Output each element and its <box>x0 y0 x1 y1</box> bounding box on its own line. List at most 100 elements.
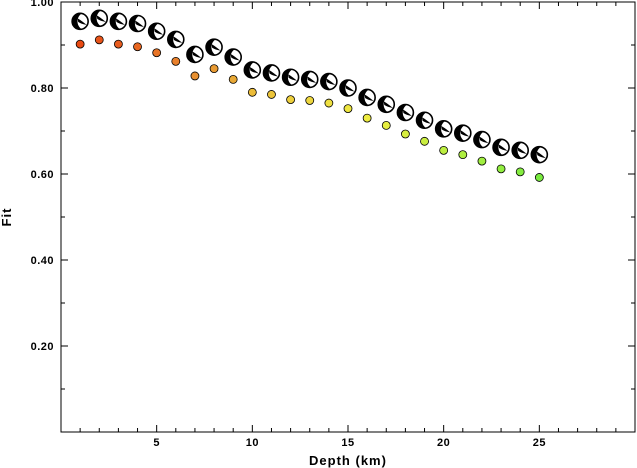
beachball-marker <box>530 145 549 164</box>
beachball-outline <box>300 70 319 89</box>
beachball-compression-lobe <box>474 131 484 148</box>
beachball-marker <box>90 9 109 28</box>
y-tick-label: 0.40 <box>31 255 54 267</box>
beachball-compression-lobe <box>263 65 273 81</box>
beachball-compression-lobe <box>340 80 350 96</box>
fit-dot <box>534 173 544 182</box>
beachball-outline <box>511 141 530 160</box>
beachball-compression-sliver <box>135 20 145 27</box>
beachball-outline <box>396 103 415 122</box>
y-axis-title: Fit <box>0 208 14 227</box>
fit-dot <box>477 156 487 166</box>
beachball-compression-lobe <box>320 73 331 90</box>
beachball-compression-sliver <box>268 69 278 77</box>
beachball-outline <box>358 88 376 107</box>
fit-dot <box>496 164 506 174</box>
beachball-marker <box>71 12 89 31</box>
beachball-compression-sliver <box>498 144 508 151</box>
beachball-compression-lobe <box>72 13 82 30</box>
mechanism-beachballs <box>71 9 549 164</box>
beachball-marker <box>492 138 510 157</box>
fit-dot <box>171 56 181 66</box>
beachball-marker <box>358 88 376 107</box>
beachball-marker <box>128 14 147 33</box>
fit-dot <box>133 42 142 52</box>
beachball-compression-lobe <box>148 23 159 40</box>
beachball-outline <box>453 124 472 142</box>
beachball-outline <box>377 95 396 114</box>
fit-dot <box>152 48 162 58</box>
beachball-marker <box>243 61 262 79</box>
fit-dot <box>515 167 525 177</box>
x-tick-label: 15 <box>341 437 354 449</box>
x-axis-ticks: 5 10 15 20 25 <box>79 2 617 449</box>
beachball-compression-lobe <box>512 142 522 159</box>
beachball-compression-sliver <box>345 85 355 92</box>
beachball-compression-lobe <box>187 46 197 63</box>
beachball-outline <box>339 79 357 97</box>
beachball-marker <box>377 95 396 114</box>
beachball-outline <box>243 61 262 79</box>
beachball-compression-lobe <box>282 69 293 86</box>
fit-dots <box>75 35 544 182</box>
beachball-compression-lobe <box>129 15 140 32</box>
beachball-compression-lobe <box>225 49 235 65</box>
beachball-marker <box>224 48 242 66</box>
beachball-compression-sliver <box>154 28 164 35</box>
beachball-compression-lobe <box>110 13 120 30</box>
beachball-outline <box>530 145 549 164</box>
beachball-outline <box>434 120 453 138</box>
y-tick-label: 0.80 <box>31 83 54 95</box>
fit-dot <box>114 39 123 49</box>
beachball-compression-sliver <box>115 18 125 25</box>
beachball-compression-sliver <box>96 15 106 22</box>
fit-dot <box>247 87 257 97</box>
beachball-compression-sliver <box>211 44 221 51</box>
beachball-compression-lobe <box>378 96 388 113</box>
beachball-marker <box>473 130 491 149</box>
beachball-marker <box>339 79 357 97</box>
beachball-marker <box>205 38 223 56</box>
beachball-outline <box>71 12 89 31</box>
beachball-compression-sliver <box>249 66 259 74</box>
beachball-outline <box>90 9 109 28</box>
beachball-compression-lobe <box>91 10 101 27</box>
beachball-marker <box>147 22 166 41</box>
beachball-compression-lobe <box>435 120 446 137</box>
beachball-compression-sliver <box>173 36 183 43</box>
beachball-outline <box>281 68 300 87</box>
fit-dot <box>94 35 104 45</box>
beachball-compression-lobe <box>531 146 541 163</box>
beachball-marker <box>434 120 453 138</box>
x-tick-label: 10 <box>246 437 259 449</box>
beachball-marker <box>300 70 319 89</box>
beachball-marker <box>281 68 300 87</box>
beachball-outline <box>224 48 242 66</box>
x-tick-label: 5 <box>153 437 160 449</box>
beachball-outline <box>109 12 128 31</box>
beachball-outline <box>128 14 147 33</box>
beachball-compression-lobe <box>359 89 369 106</box>
beachball-compression-sliver <box>422 117 432 124</box>
beachball-compression-lobe <box>206 39 216 56</box>
fit-dot <box>458 150 468 160</box>
beachball-compression-sliver <box>479 136 489 144</box>
fit-dot <box>381 121 391 130</box>
fit-dot <box>343 104 353 114</box>
beachball-compression-sliver <box>326 78 336 86</box>
beachball-outline <box>167 30 185 49</box>
beachball-outline <box>262 64 281 82</box>
beachball-marker <box>109 12 128 31</box>
beachball-marker <box>396 103 415 122</box>
x-axis-title: Depth (km) <box>309 453 387 468</box>
fit-dot <box>190 71 200 81</box>
beachball-marker <box>415 111 434 130</box>
beachball-marker <box>186 45 204 64</box>
beachball-marker <box>320 72 338 91</box>
beachball-compression-sliver <box>441 125 451 133</box>
beachball-outline <box>492 138 510 157</box>
fit-dot <box>75 39 85 49</box>
beachball-marker <box>167 30 185 49</box>
y-tick-label: 1.00 <box>31 0 54 9</box>
